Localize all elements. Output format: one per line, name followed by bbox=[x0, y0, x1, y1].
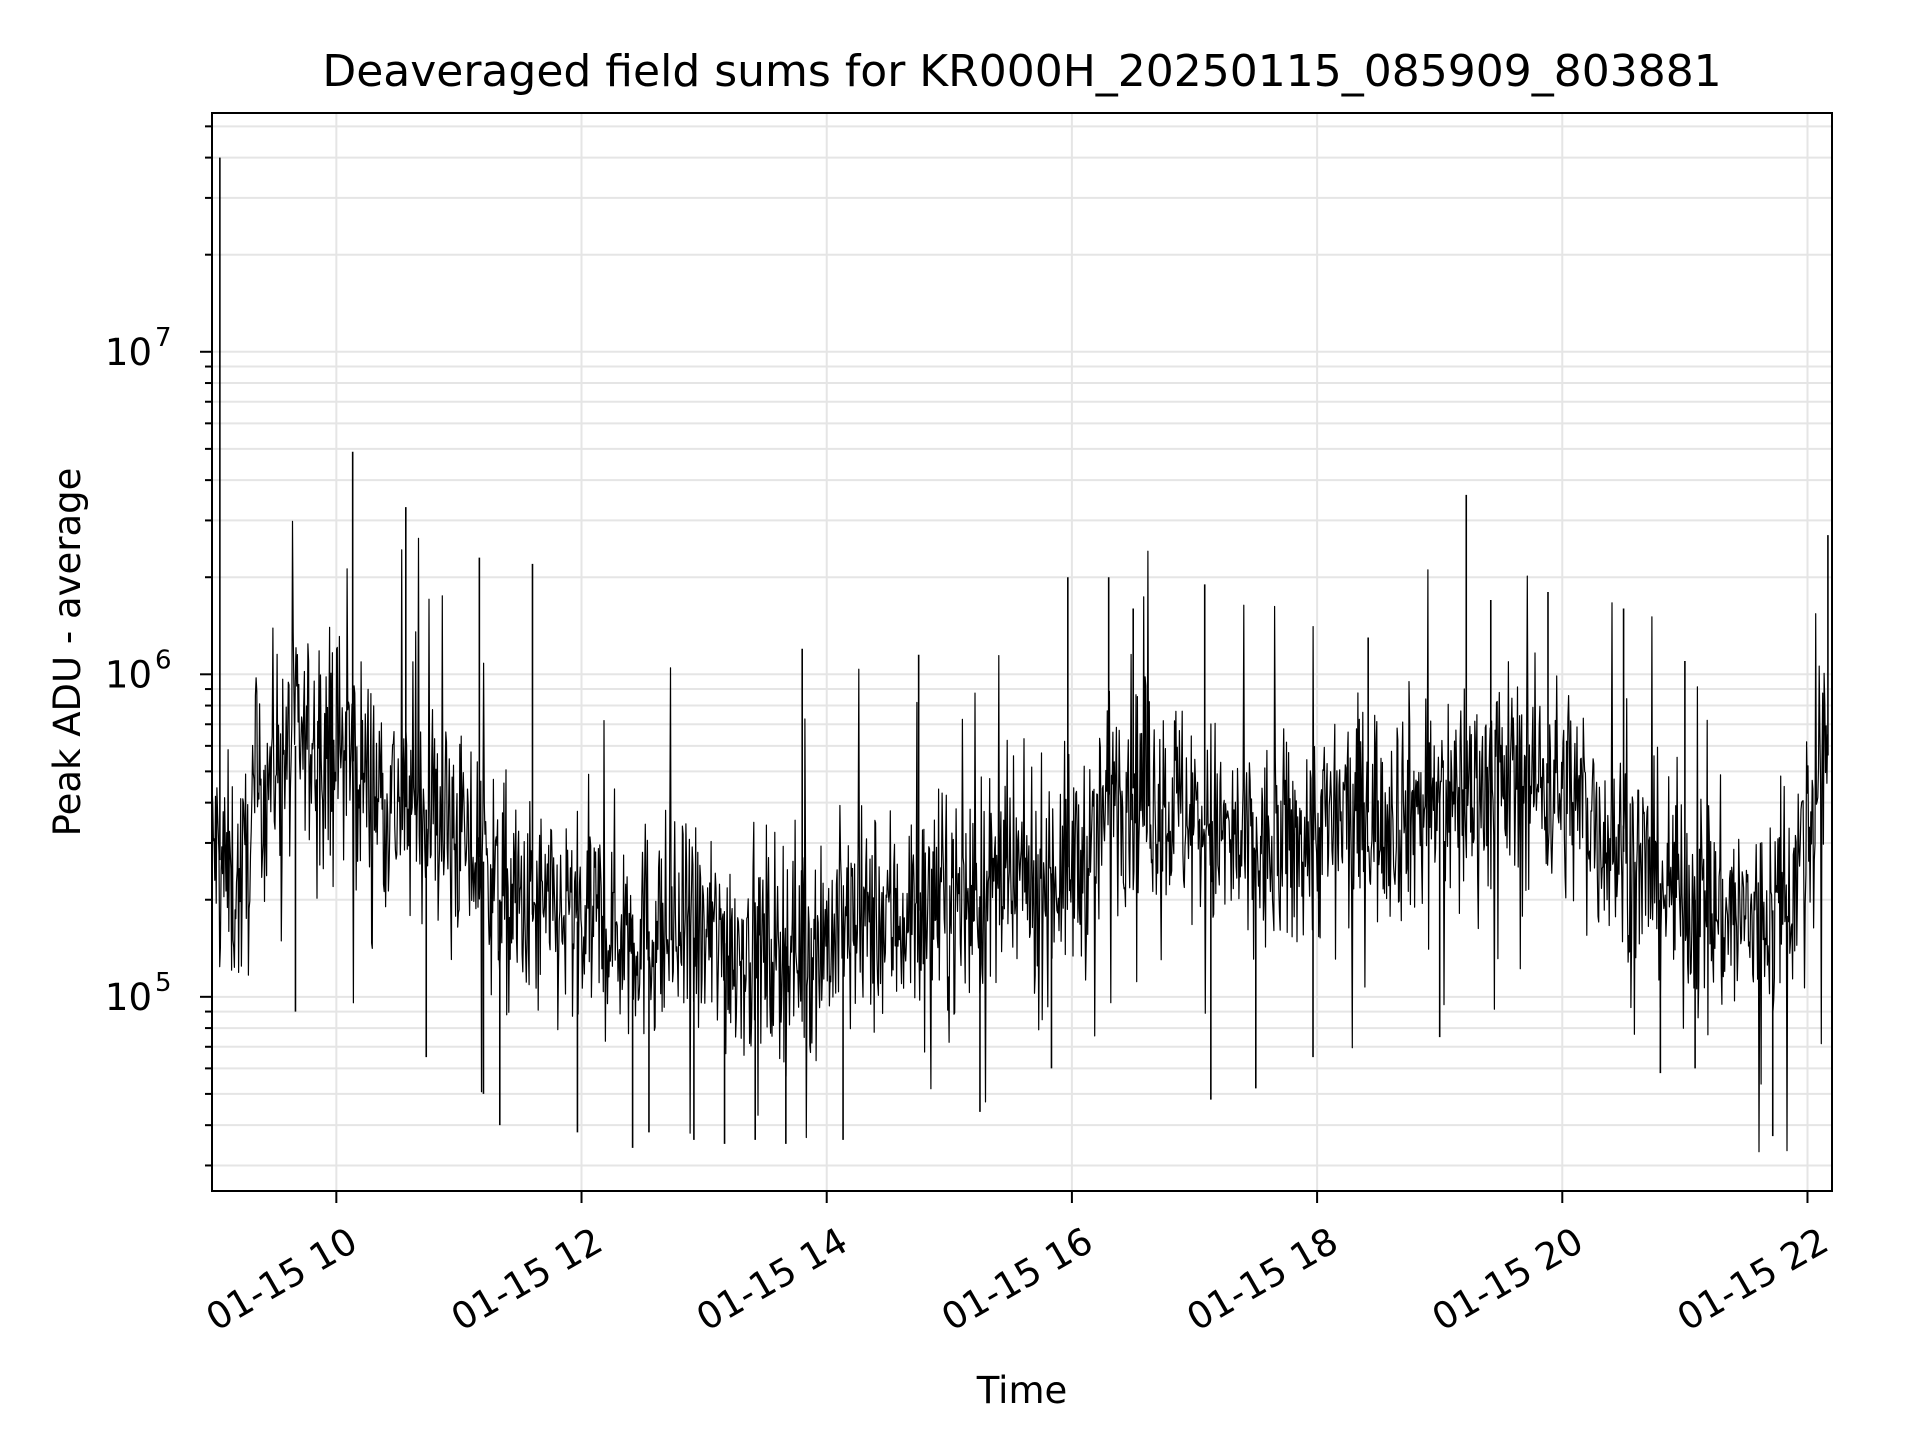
y-tick-exponent: 6 bbox=[155, 645, 172, 675]
x-axis-label: Time bbox=[976, 1369, 1068, 1412]
y-tick-label: 10 bbox=[105, 331, 152, 374]
series-line bbox=[211, 520, 1829, 1153]
plot-frame bbox=[211, 112, 1833, 1192]
plot-area-background bbox=[212, 113, 1832, 1191]
y-axis-label: Peak ADU - average bbox=[46, 468, 89, 837]
y-tick-exponent: 7 bbox=[155, 323, 172, 353]
y-tick-label: 10 bbox=[105, 976, 152, 1019]
y-tick-label: 10 bbox=[105, 653, 152, 696]
y-tick-exponent: 5 bbox=[155, 968, 172, 998]
series-layer bbox=[211, 157, 1829, 1153]
chart-title: Deaveraged field sums for KR000H_2025011… bbox=[322, 46, 1721, 97]
